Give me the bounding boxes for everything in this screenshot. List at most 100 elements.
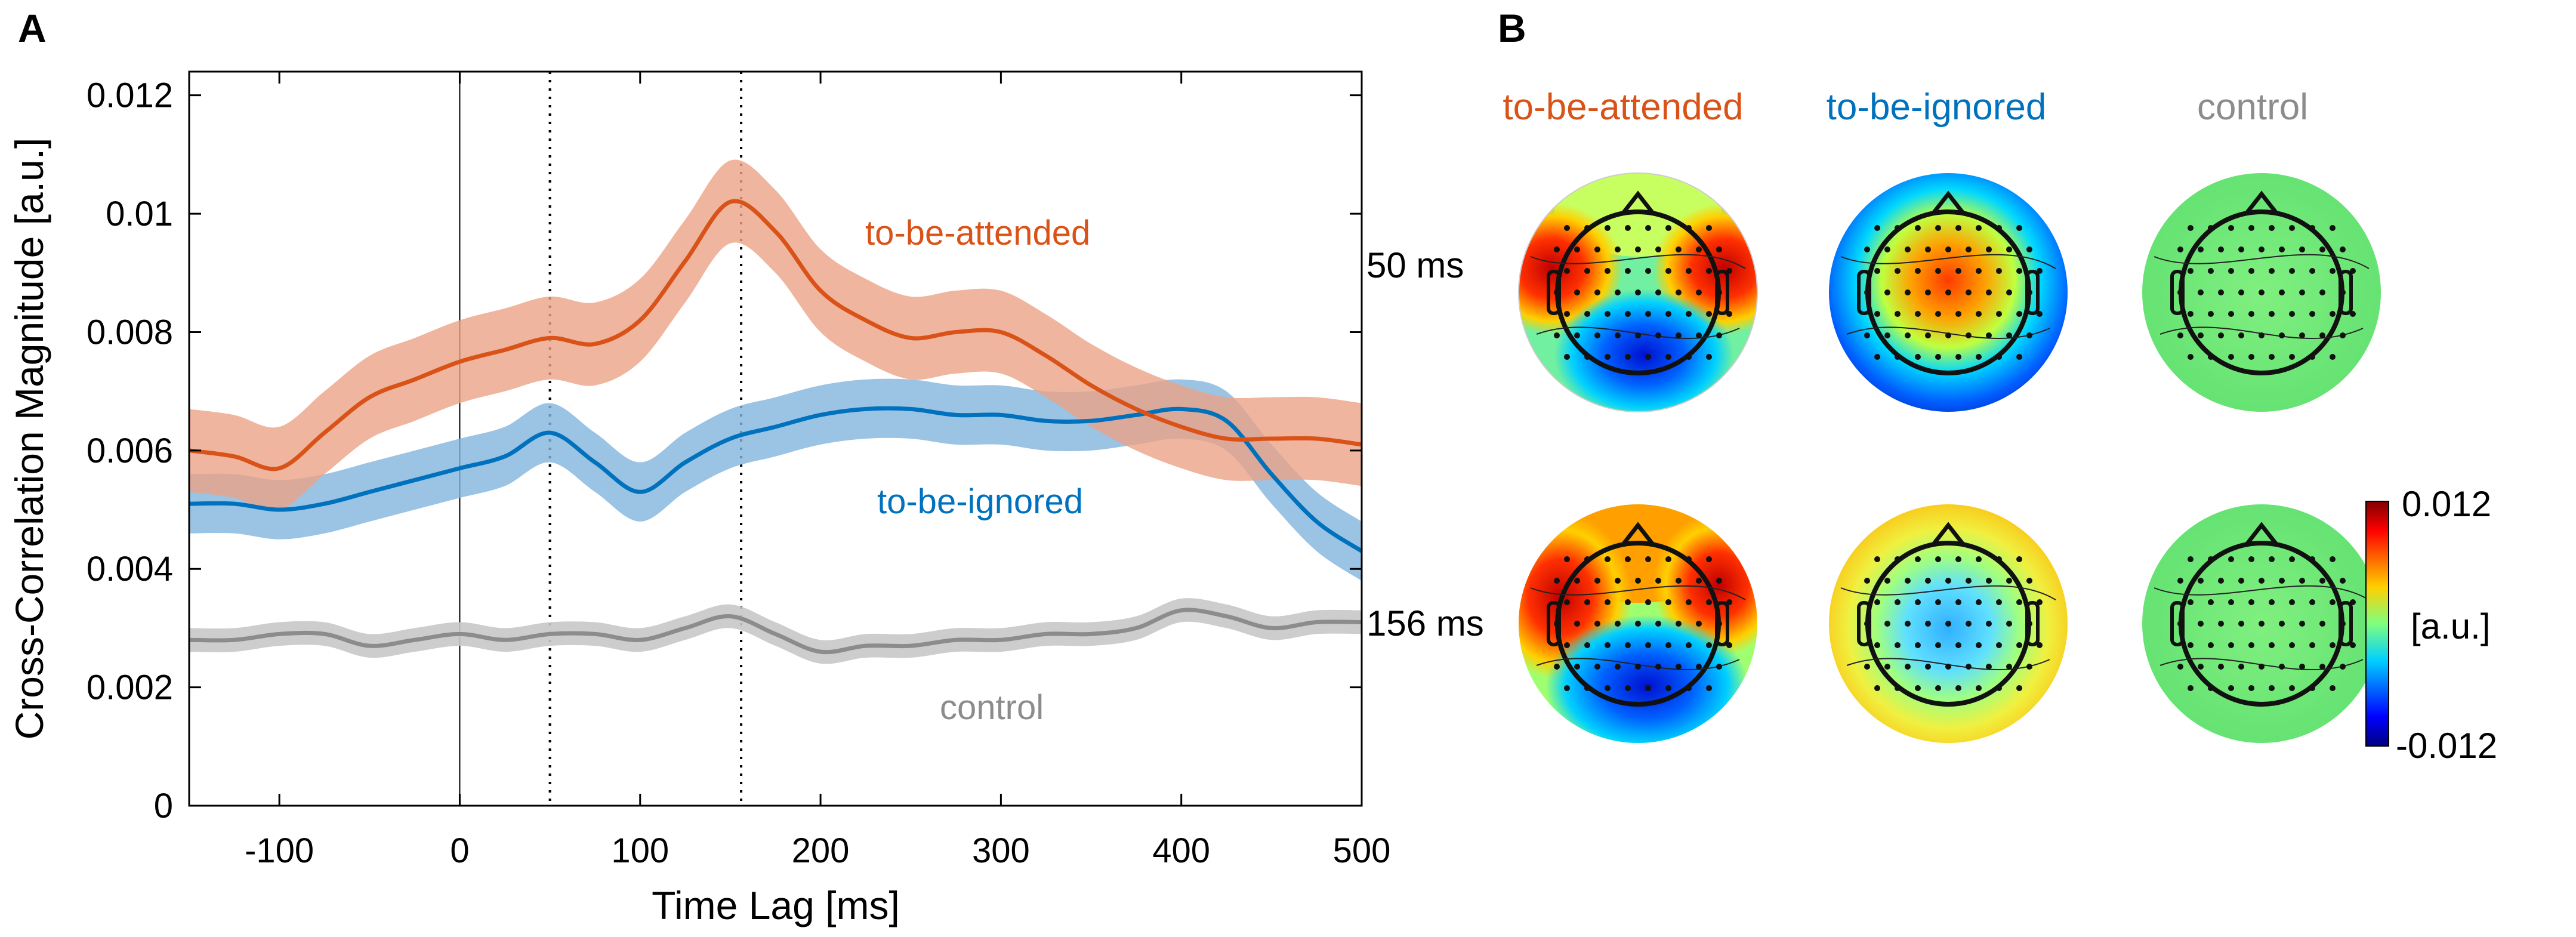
electrode	[2279, 289, 2285, 295]
electrode	[1884, 664, 1890, 670]
electrode	[1895, 268, 1901, 274]
electrode	[1996, 599, 2002, 605]
electrode	[1905, 332, 1911, 338]
electrode	[2026, 621, 2032, 627]
y-tick-label: 0	[154, 787, 173, 825]
electrode	[2016, 685, 2022, 691]
electrode	[1895, 311, 1901, 317]
electrode	[1884, 289, 1890, 295]
electrode	[2340, 246, 2346, 252]
electrode	[1996, 685, 2002, 691]
electrode	[1635, 664, 1641, 670]
electrode	[2350, 642, 2356, 648]
electrode	[1625, 685, 1631, 691]
contour-line	[1840, 254, 2056, 269]
electrode	[1696, 246, 1702, 252]
electrode	[1864, 664, 1870, 670]
electrode	[1996, 225, 2002, 231]
electrode	[1706, 642, 1712, 648]
electrode	[2289, 225, 2295, 231]
electrode	[1554, 578, 1560, 584]
electrode	[2350, 599, 2356, 605]
electrode	[2238, 246, 2244, 252]
electrode	[2330, 354, 2336, 360]
electrode	[2259, 621, 2265, 627]
electrode	[1686, 599, 1692, 605]
electrode	[1665, 685, 1671, 691]
electrode	[1874, 311, 1880, 317]
electrode	[2309, 642, 2315, 648]
electrode	[2208, 354, 2214, 360]
electrode	[2177, 664, 2183, 670]
electrode	[1594, 246, 1600, 252]
electrode	[1676, 664, 1682, 670]
electrode	[1605, 311, 1611, 317]
electrode	[2259, 289, 2265, 295]
electrode	[1966, 246, 1972, 252]
electrode	[2330, 599, 2336, 605]
electrode	[2208, 599, 2214, 605]
electrode	[1574, 289, 1580, 295]
electrode	[1986, 246, 1992, 252]
electrode	[2259, 578, 2265, 584]
electrode	[1874, 642, 1880, 648]
col-header-control: control	[2197, 87, 2308, 128]
electrode	[1645, 354, 1651, 360]
electrode	[1665, 642, 1671, 648]
electrode	[1564, 268, 1570, 274]
col-header-to-be-attended: to-be-attended	[1503, 87, 1743, 128]
electrode	[1645, 642, 1651, 648]
electrode	[1696, 332, 1702, 338]
electrode	[2299, 289, 2305, 295]
y-tick-label: 0.006	[87, 431, 173, 470]
electrode	[1686, 642, 1692, 648]
electrode	[2026, 332, 2032, 338]
electrode	[2248, 642, 2254, 648]
electrode	[2006, 578, 2012, 584]
electrode	[1574, 246, 1580, 252]
x-tick-label: -100	[245, 831, 314, 870]
electrode	[1935, 642, 1941, 648]
row-label-156ms: 156 ms	[1366, 603, 1484, 643]
electrode	[1554, 332, 1560, 338]
electrode	[2016, 311, 2022, 317]
electrode	[1676, 289, 1682, 295]
electrode	[1574, 621, 1580, 627]
electrode	[2208, 225, 2214, 231]
electrode	[1976, 268, 1982, 274]
electrode	[1686, 268, 1692, 274]
electrode	[1955, 685, 1961, 691]
electrode	[1996, 642, 2002, 648]
electrode	[1584, 354, 1590, 360]
electrode	[2259, 332, 2265, 338]
electrode	[1686, 225, 1692, 231]
band-to-be-ignored	[189, 378, 1362, 581]
y-tick-label: 0.004	[87, 550, 173, 588]
electrode	[1594, 578, 1600, 584]
electrode	[2188, 556, 2194, 562]
colorbar-min-label: -0.012	[2396, 726, 2497, 766]
electrode	[1966, 621, 1972, 627]
electrode	[1655, 289, 1661, 295]
electrode	[1706, 599, 1712, 605]
electrode	[1584, 311, 1590, 317]
contour-line	[2154, 254, 2370, 269]
line-to-be-ignored	[189, 406, 1363, 553]
electrode	[1574, 664, 1580, 670]
electrode	[2177, 246, 2183, 252]
electrode	[2177, 621, 2183, 627]
electrode	[2309, 556, 2315, 562]
electrode	[2259, 664, 2265, 670]
electrode	[2309, 311, 2315, 317]
electrode	[1564, 556, 1570, 562]
electrode	[2016, 599, 2022, 605]
y-axis-label: Cross-Correlation Magnitude [a.u.]	[7, 138, 51, 740]
electrode	[1915, 556, 1921, 562]
electrode	[2177, 578, 2183, 584]
electrode	[2289, 642, 2295, 648]
electrode	[1594, 621, 1600, 627]
col-header-to-be-ignored: to-be-ignored	[1827, 87, 2047, 128]
electrode	[2006, 289, 2012, 295]
electrode	[2218, 246, 2224, 252]
electrode	[2248, 268, 2254, 274]
